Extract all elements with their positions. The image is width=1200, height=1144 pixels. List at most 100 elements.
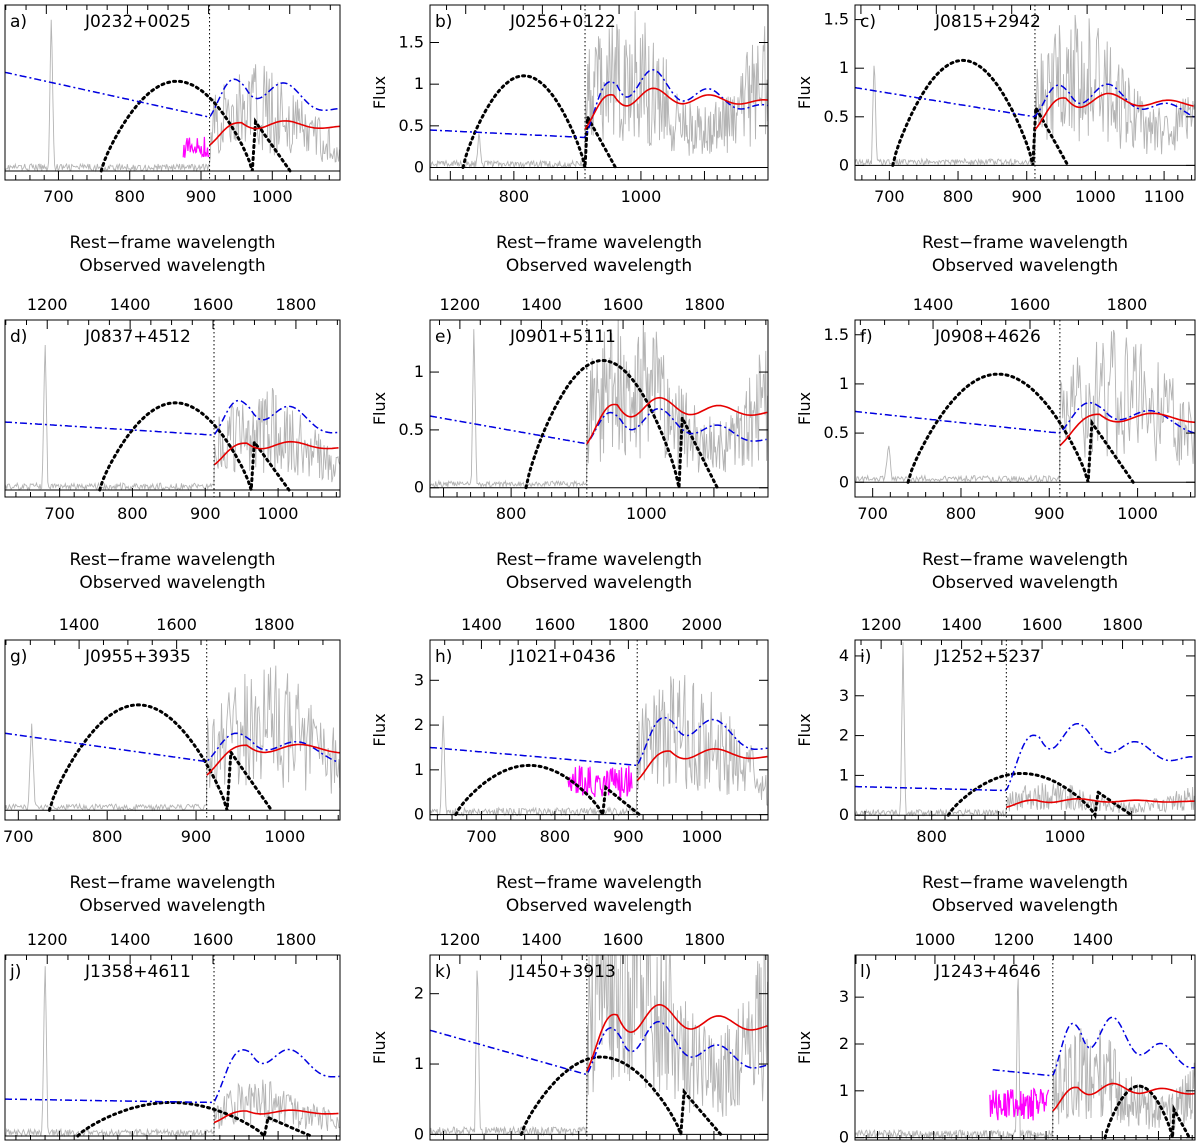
top-tick-label: 1200 bbox=[440, 930, 481, 949]
plot-area bbox=[5, 320, 340, 497]
panel-d: 700 800 900 1000 1200 1400 1600 1800 d) J0837+451… bbox=[4, 295, 341, 593]
x-tick-label: 1000 bbox=[1117, 504, 1158, 523]
x-tick-label: 1000 bbox=[621, 187, 662, 206]
y-tick-label: 3 bbox=[839, 987, 849, 1006]
top-tick-label: 1800 bbox=[684, 295, 725, 314]
x-tick-label: 800 bbox=[496, 504, 527, 523]
x-tick-label: 900 bbox=[186, 187, 217, 206]
y-tick-label: 3 bbox=[414, 670, 424, 689]
top-tick-label: 1800 bbox=[1107, 295, 1148, 314]
y-tick-label: 1 bbox=[839, 374, 849, 393]
x-tick-label: 700 bbox=[3, 827, 34, 846]
panel-label: k) bbox=[435, 962, 451, 982]
panel-b: 8001000120014001600180000.511.5Fluxb)J02… bbox=[370, 4, 769, 276]
top-tick-label: 1600 bbox=[1022, 615, 1063, 634]
x-tick-label: 900 bbox=[190, 504, 221, 523]
red-model-line bbox=[636, 748, 768, 782]
y-axis-label: Flux bbox=[795, 1031, 814, 1064]
y-tick-label: 0 bbox=[839, 1128, 849, 1144]
panel-title: J0955+3935 bbox=[84, 647, 191, 667]
y-tick-label: 1.5 bbox=[399, 33, 424, 52]
x-tick-label: 700 bbox=[466, 827, 497, 846]
top-tick-label: 1600 bbox=[603, 930, 644, 949]
panel-h: 700 800 900 1000 1400 1600 1800 2000 0 1 2 3 Flux h) J… bbox=[370, 615, 769, 916]
y-tick-label: 4 bbox=[839, 646, 849, 665]
y-tick-label: 1.5 bbox=[824, 325, 849, 344]
y-tick-label: 0 bbox=[414, 478, 424, 497]
blue-model-line bbox=[430, 69, 768, 139]
x-tick-label: 700 bbox=[857, 504, 888, 523]
spectrum-line bbox=[855, 642, 1195, 818]
red-model-line bbox=[1052, 1082, 1195, 1112]
filter-curve bbox=[47, 703, 274, 812]
spectrum-line bbox=[855, 978, 1195, 1140]
filter-curve bbox=[454, 763, 641, 820]
red-model-line bbox=[586, 1003, 768, 1072]
top-tick-label: 1800 bbox=[608, 615, 649, 634]
x-tick-label: 800 bbox=[540, 827, 571, 846]
plot-area bbox=[430, 955, 768, 1140]
x-axis-label: Rest−frame wavelength bbox=[496, 550, 702, 570]
panel-title: J0901+5111 bbox=[509, 327, 616, 347]
panel-title: J1021+0436 bbox=[509, 647, 616, 667]
panel-j: 1200 1400 1600 1800 j) J1358+4611 bbox=[4, 930, 341, 1141]
x-tick-label: 900 bbox=[181, 827, 212, 846]
x-axis-label: Rest−frame wavelength bbox=[922, 233, 1128, 253]
x-axis-label: Rest−frame wavelength bbox=[496, 873, 702, 893]
spectrum-line bbox=[430, 674, 768, 817]
top-tick-label: 2000 bbox=[682, 615, 723, 634]
filter-curve bbox=[99, 79, 292, 173]
y-tick-label: 0 bbox=[414, 158, 424, 177]
x-tick-label: 800 bbox=[92, 827, 123, 846]
panel-label: b) bbox=[435, 12, 452, 32]
x-tick-label: 1100 bbox=[1144, 187, 1185, 206]
plot-area bbox=[855, 5, 1195, 180]
blue-model-line bbox=[855, 402, 1195, 434]
spectrum-line bbox=[5, 966, 340, 1138]
y-tick-label: 0.5 bbox=[399, 116, 424, 135]
y-tick-label: 1.5 bbox=[824, 10, 849, 29]
top-tick-label: 1400 bbox=[913, 295, 954, 314]
y-axis-label: Flux bbox=[370, 1031, 389, 1064]
filter-curve bbox=[76, 1101, 313, 1139]
top-tick-label: 1600 bbox=[156, 615, 197, 634]
x-axis-label: Rest−frame wavelength bbox=[922, 873, 1128, 893]
y-tick-label: 1 bbox=[414, 362, 424, 381]
panel-l: 1000 1200 1400 0 1 2 3 Flux l) J1243+4646 bbox=[795, 930, 1196, 1144]
y-axis-label: Flux bbox=[370, 392, 389, 425]
axes-frame bbox=[429, 954, 769, 1141]
top-tick-label: 1200 bbox=[27, 295, 68, 314]
x-tick-label: 700 bbox=[874, 187, 905, 206]
panel-title: J0837+4512 bbox=[84, 327, 191, 347]
x-tick-label: 800 bbox=[916, 827, 947, 846]
top-axis-label: Observed wavelength bbox=[932, 256, 1118, 276]
y-tick-label: 2 bbox=[414, 984, 424, 1003]
spectrum-line bbox=[5, 344, 340, 492]
x-tick-label: 700 bbox=[44, 504, 75, 523]
panel-title: J0256+0122 bbox=[509, 12, 616, 32]
x-tick-label: 800 bbox=[499, 187, 530, 206]
y-tick-label: 0.5 bbox=[824, 423, 849, 442]
panel-title: J1252+5237 bbox=[934, 647, 1041, 667]
top-tick-label: 1600 bbox=[193, 295, 234, 314]
y-tick-label: 1 bbox=[839, 58, 849, 77]
axes-frame bbox=[854, 4, 1196, 181]
blue-model-line bbox=[430, 407, 767, 445]
y-tick-label: 2 bbox=[414, 715, 424, 734]
y-tick-label: 3 bbox=[839, 686, 849, 705]
panel-title: J1358+4611 bbox=[84, 962, 191, 982]
x-tick-label: 1000 bbox=[1075, 187, 1116, 206]
top-tick-label: 1400 bbox=[521, 295, 562, 314]
blue-model-line bbox=[5, 399, 340, 436]
spectrum-line bbox=[430, 320, 768, 489]
x-tick-label: 1000 bbox=[265, 827, 306, 846]
blue-model-line bbox=[855, 722, 1195, 792]
x-tick-label: 1000 bbox=[682, 827, 723, 846]
panel-title: J1243+4646 bbox=[934, 962, 1041, 982]
y-tick-label: 0 bbox=[414, 1124, 424, 1143]
x-axis-label: Rest−frame wavelength bbox=[922, 550, 1128, 570]
panel-title: J0815+2942 bbox=[934, 12, 1041, 32]
axes-frame bbox=[854, 954, 1196, 1141]
red-model-line bbox=[1059, 412, 1195, 447]
